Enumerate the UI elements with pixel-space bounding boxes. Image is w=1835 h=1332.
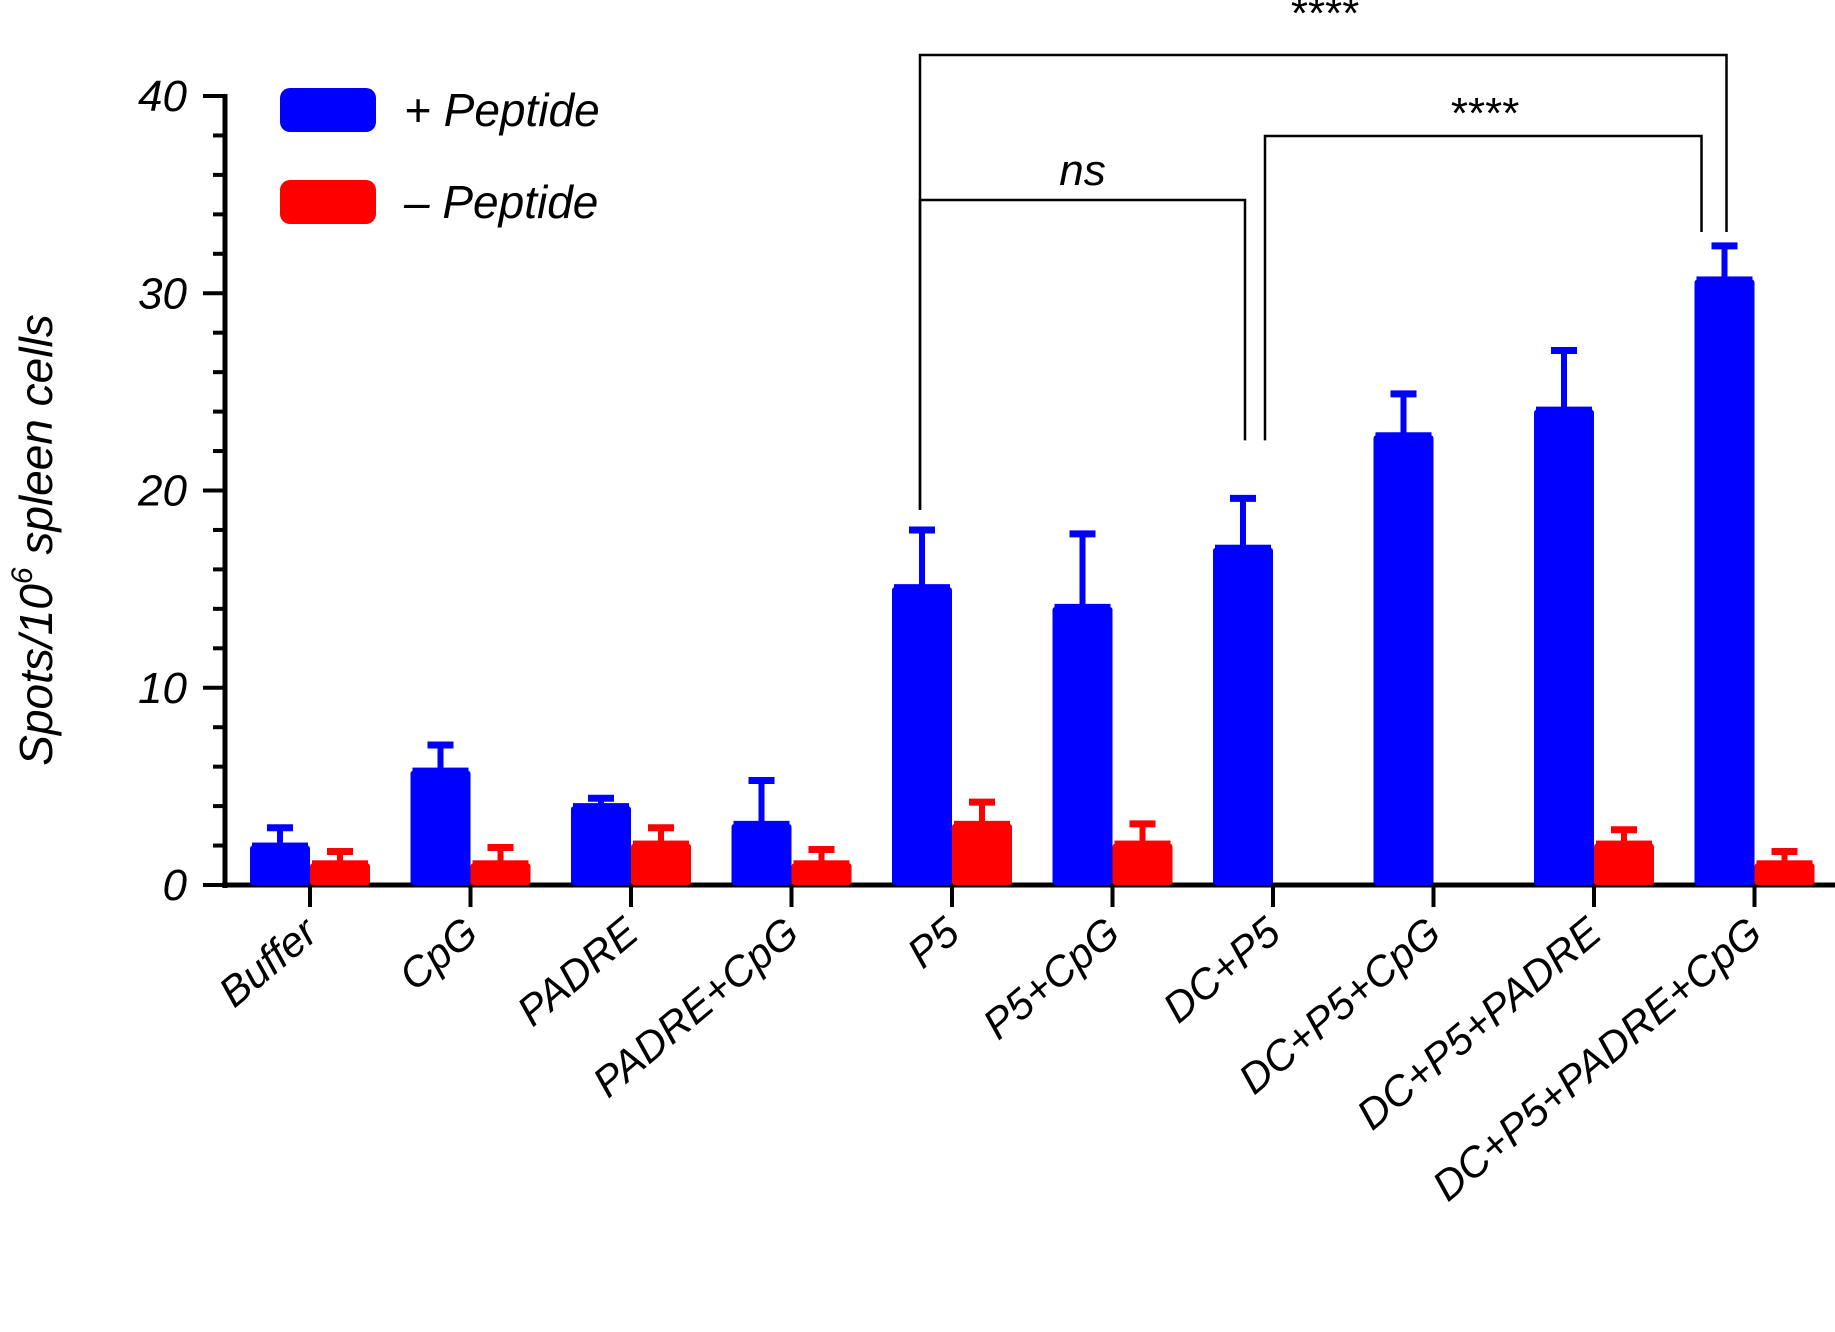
legend-swatch bbox=[280, 180, 376, 224]
y-tick-label: 40 bbox=[138, 72, 187, 121]
x-tick-label: Buffer bbox=[210, 907, 328, 1016]
bar bbox=[791, 863, 852, 885]
bar bbox=[1594, 843, 1654, 885]
y-axis-label-sup: 6 bbox=[6, 567, 39, 584]
bar bbox=[310, 863, 370, 885]
bar bbox=[952, 823, 1012, 885]
y-axis-label: Spots/106 spleen cells bbox=[6, 314, 62, 765]
bar bbox=[1694, 279, 1755, 885]
y-tick-label: 30 bbox=[138, 269, 187, 318]
y-tick-label: 10 bbox=[138, 664, 187, 713]
bar bbox=[1373, 435, 1434, 885]
bar bbox=[571, 806, 631, 885]
bar bbox=[892, 587, 952, 885]
chart-bars bbox=[250, 242, 1815, 885]
significance-label: ns bbox=[1059, 146, 1105, 195]
x-tick-label: P5+CpG bbox=[974, 908, 1129, 1048]
bar bbox=[1112, 843, 1173, 885]
significance-bracket bbox=[1263, 134, 1703, 441]
y-tick-label: 0 bbox=[163, 861, 188, 910]
legend-label: – Peptide bbox=[403, 176, 598, 228]
significance-brackets: ns **** **** bbox=[918, 0, 1728, 510]
y-axis-label-main: Spots/10 bbox=[10, 584, 62, 766]
x-tick-label: P5 bbox=[898, 907, 968, 976]
bar bbox=[1534, 409, 1594, 885]
bar bbox=[470, 863, 531, 885]
bar bbox=[1213, 547, 1273, 885]
chart-legend: + Peptide – Peptide bbox=[280, 84, 600, 228]
bar bbox=[631, 843, 691, 885]
y-axis-label-rest: spleen cells bbox=[10, 314, 62, 567]
x-tick-label: PADRE bbox=[508, 907, 647, 1035]
legend-label: + Peptide bbox=[404, 84, 600, 136]
significance-label: **** bbox=[1289, 0, 1359, 38]
bar bbox=[410, 770, 471, 885]
bar bbox=[731, 823, 792, 885]
significance-label: **** bbox=[1449, 89, 1519, 138]
bar bbox=[1754, 863, 1815, 885]
legend-swatch bbox=[280, 88, 376, 132]
significance-bracket bbox=[918, 53, 1728, 510]
x-tick-label: CpG bbox=[390, 908, 486, 1000]
significance-bracket bbox=[918, 198, 1247, 510]
y-tick-label: 20 bbox=[137, 467, 187, 516]
bar bbox=[1052, 606, 1113, 885]
x-tick-label: DC+P5 bbox=[1154, 907, 1289, 1031]
bar bbox=[250, 845, 310, 885]
